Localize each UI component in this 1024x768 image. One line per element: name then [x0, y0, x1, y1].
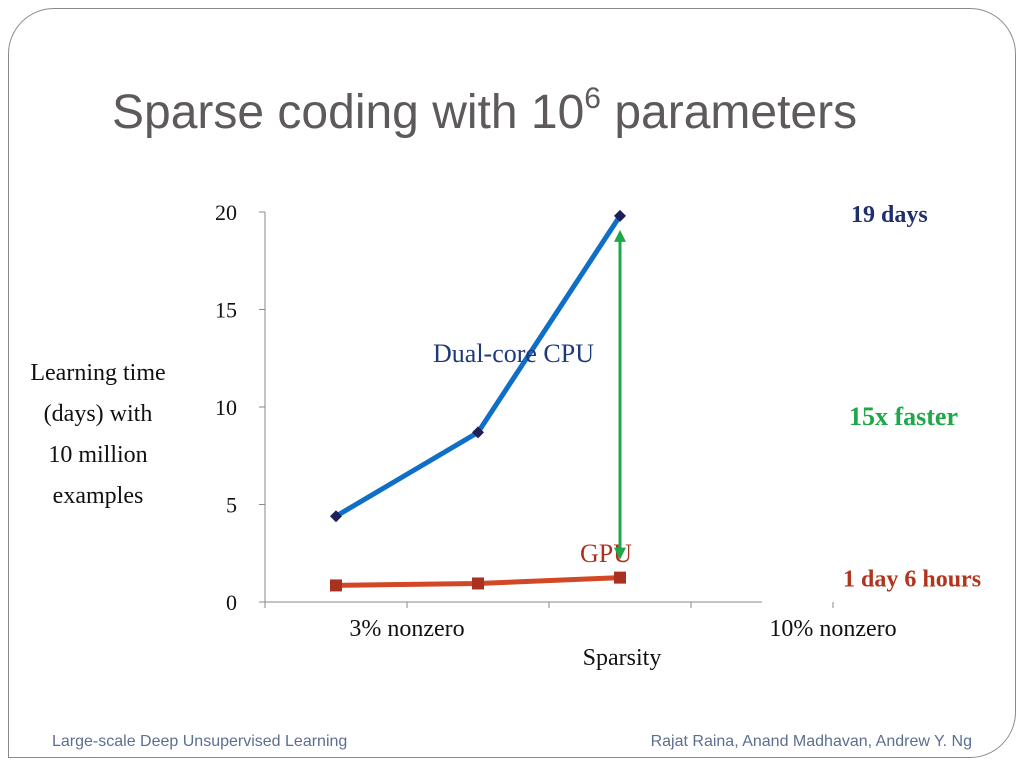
x-tick-label: 3% nonzero — [349, 616, 464, 642]
y-axis-title-line: 10 million — [48, 442, 147, 468]
y-tick-label: 20 — [215, 200, 237, 225]
title-exponent: 6 — [584, 82, 601, 115]
cpu-data-point — [472, 426, 484, 439]
page-title: Sparse coding with 106 parameters — [112, 82, 858, 139]
gpu-data-point — [614, 571, 626, 584]
series-layer — [330, 209, 626, 592]
gpu-data-point — [472, 577, 484, 590]
chart-axes: 0 5 10 15 20 3% nonzero 10% nonzero Sparsity — [215, 200, 897, 671]
footer-right: Rajat Raina, Anand Madhavan, Andrew Y. N… — [650, 733, 972, 750]
footer-left: Large-scale Deep Unsupervised Learning — [52, 733, 348, 750]
cpu-data-point — [614, 209, 626, 222]
cpu-end-label: 19 days — [851, 202, 928, 228]
y-tick-label: 15 — [215, 298, 237, 323]
series-label-cpu: Dual-core CPU — [433, 339, 594, 368]
annotation-layer: Dual-core CPU GPU 19 days 1 day 6 hours 15x … — [433, 202, 981, 593]
y-tick-label: 5 — [226, 493, 237, 518]
x-tick-label: 10% nonzero — [769, 616, 896, 642]
y-tick-label: 0 — [226, 590, 237, 615]
y-axis-title-line: examples — [53, 483, 144, 509]
series-label-gpu: GPU — [580, 539, 632, 568]
slide-frame — [8, 8, 1016, 758]
cpu-data-point — [330, 510, 342, 523]
y-axis-label: Learning time (days) with 10 million exampl… — [30, 360, 165, 509]
y-axis-title-line: Learning time — [30, 360, 165, 386]
gpu-end-label: 1 day 6 hours — [843, 567, 981, 593]
speedup-arrow-head-bottom — [614, 547, 626, 560]
gpu-data-point — [330, 579, 342, 592]
x-axis-title: Sparsity — [583, 645, 662, 671]
y-axis-title-line: (days) with — [44, 401, 153, 427]
speedup-arrow-head-top — [614, 229, 626, 242]
y-tick-label: 10 — [215, 395, 237, 420]
speedup-label: 15x faster — [849, 402, 958, 431]
